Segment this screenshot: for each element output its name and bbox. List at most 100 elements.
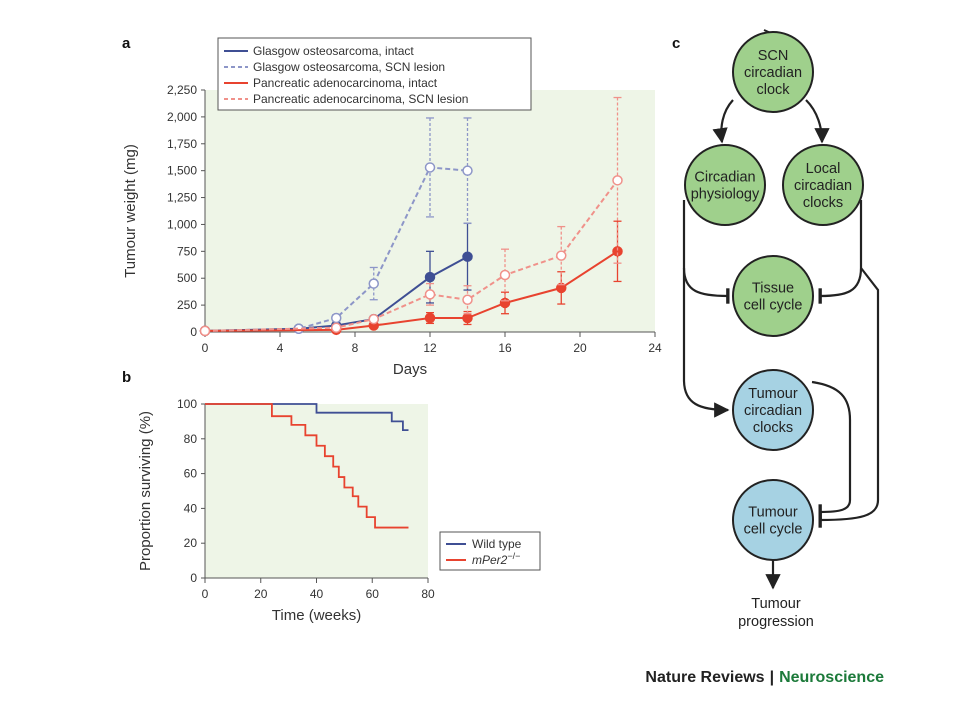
legend-label-4: Pancreatic adenocarcinoma, SCN lesion [253, 92, 468, 106]
node-local-label: clocks [803, 195, 843, 211]
node-tclock-label: Tumour [748, 386, 798, 402]
panel-a-x-tick-label: 4 [277, 341, 284, 355]
node-scn-label: circadian [744, 65, 802, 81]
panel-b-x-tick-label: 20 [254, 587, 268, 601]
panel-b-chart: b 0 20 40 60 80 100 0 20 40 60 80 Time (weeks) Pro… [122, 369, 541, 624]
series-line-3 [204, 250, 619, 332]
panel-a-axes: 0 250 500 750 1,000 1,250 1,500 1,750 2,000 2,250… [167, 83, 662, 355]
node-local-circle [782, 144, 864, 226]
local-clocks-inhibit-tumour-cycle-edge [820, 267, 880, 520]
panel-a-y-tick-label: 1,750 [167, 137, 197, 151]
data-point [424, 312, 436, 324]
panel-b-y-tick-label: 80 [184, 432, 198, 446]
legend-superscript: −/− [507, 551, 520, 561]
diagram-nodes: SCNcircadianclockCircadianphysiologyLoca… [684, 31, 864, 561]
panel-a-y-tick-label: 500 [177, 271, 197, 285]
data-point [331, 312, 342, 324]
data-point [331, 322, 342, 333]
panel-a-y-tick-label: 250 [177, 298, 197, 312]
outcome-label-line-1: Tumour [751, 596, 801, 612]
panel-b-y-tick-label: 60 [184, 467, 198, 481]
panel-b-y-tick-label: 40 [184, 501, 198, 515]
panel-b-axes: 0 20 40 60 80 100 0 20 40 60 80 [177, 397, 435, 601]
data-point [499, 269, 511, 281]
panel-a-x-tick-label: 24 [648, 341, 662, 355]
panel-a-y-tick-label: 2,000 [167, 110, 197, 124]
panel-a-y-tick-label: 750 [177, 244, 197, 258]
error-bar [557, 225, 566, 286]
panel-c-letter: c [672, 35, 680, 52]
panel-b-x-tick-label: 40 [310, 587, 324, 601]
data-point [612, 175, 623, 186]
panel-a-x-tick-label: 16 [498, 341, 512, 355]
panel-a-y-tick-label: 2,250 [167, 83, 197, 97]
panel-b-letter: b [122, 369, 131, 386]
panel-a-legend: Glasgow osteosarcoma, intact Glasgow oste… [217, 37, 532, 111]
journal-name: Neuroscience [779, 669, 884, 686]
node-scn-label: SCN [758, 48, 789, 64]
outcome-label-line-2: progression [738, 614, 814, 630]
data-point [368, 278, 379, 289]
panel-b-x-tick-label: 80 [421, 587, 435, 601]
node-tclock-circle [732, 369, 814, 451]
panel-a-y-tick-label: 0 [190, 325, 197, 339]
panel-b-y-tick-label: 0 [190, 571, 197, 585]
data-point [199, 325, 211, 337]
tumour-clocks-inhibit-tumour-cycle-edge [811, 380, 852, 512]
node-tcycle-label: cell cycle [744, 522, 803, 538]
legend-gene-name: mPer2 [472, 553, 508, 567]
panel-a-series [199, 96, 623, 337]
panel-a-chart: a 0 250 500 750 1,000 1,250 1,500 1,750 2,000 2,2… [122, 35, 662, 378]
footer-separator: | [770, 669, 774, 686]
error-bar [426, 117, 434, 218]
journal-footer: Nature Reviews | Neuroscience [645, 669, 884, 686]
node-local-label: Local [806, 161, 841, 177]
node-phys-label: Circadian [694, 170, 755, 186]
brand-name: Nature Reviews [645, 669, 764, 686]
scn-to-physiology-arrow [712, 99, 734, 144]
panel-a-x-axis-label: Days [393, 361, 427, 378]
panel-a-legend-box [217, 37, 532, 111]
panel-b-y-tick-label: 20 [184, 536, 198, 550]
panel-a-x-tick-label: 0 [202, 341, 209, 355]
panel-b-x-tick-label: 0 [202, 587, 209, 601]
data-point [462, 294, 473, 305]
error-bar [463, 285, 472, 315]
node-tissue-label: cell cycle [744, 298, 803, 314]
data-point [424, 271, 436, 283]
survival-curve-2 [205, 403, 409, 529]
data-point [612, 246, 623, 257]
node-tcycle-circle [732, 479, 814, 561]
node-phys-circle [684, 144, 766, 226]
data-point [368, 313, 379, 325]
panel-b-y-axis-label: Proportion surviving (%) [137, 411, 154, 571]
panel-b-series [205, 403, 409, 529]
legend-label-1: Wild type [472, 537, 522, 551]
data-point [424, 289, 436, 300]
node-scn-circle [732, 31, 814, 113]
panel-a-x-tick-label: 8 [352, 341, 359, 355]
node-tissue-label: Tissue [752, 281, 794, 297]
node-local-label: circadian [794, 178, 852, 194]
series-line-4 [204, 179, 619, 332]
legend-label-2: mPer2−/− [472, 551, 520, 567]
node-tclock-label: clocks [753, 420, 793, 436]
data-point [462, 312, 473, 324]
panel-a-y-tick-label: 1,500 [167, 164, 197, 178]
data-point [556, 250, 567, 261]
journal-credit: Nature Reviews | Neuroscience [645, 669, 884, 686]
panel-b-plot-background [205, 404, 428, 578]
panel-a-y-tick-label: 1,250 [167, 191, 197, 205]
panel-a-x-tick-label: 20 [573, 341, 587, 355]
physiology-to-tumour-clocks-arrow [682, 268, 730, 418]
panel-a-x-tick-label: 12 [423, 341, 437, 355]
panel-b-legend-box [439, 531, 541, 571]
node-scn-label: clock [756, 82, 790, 98]
